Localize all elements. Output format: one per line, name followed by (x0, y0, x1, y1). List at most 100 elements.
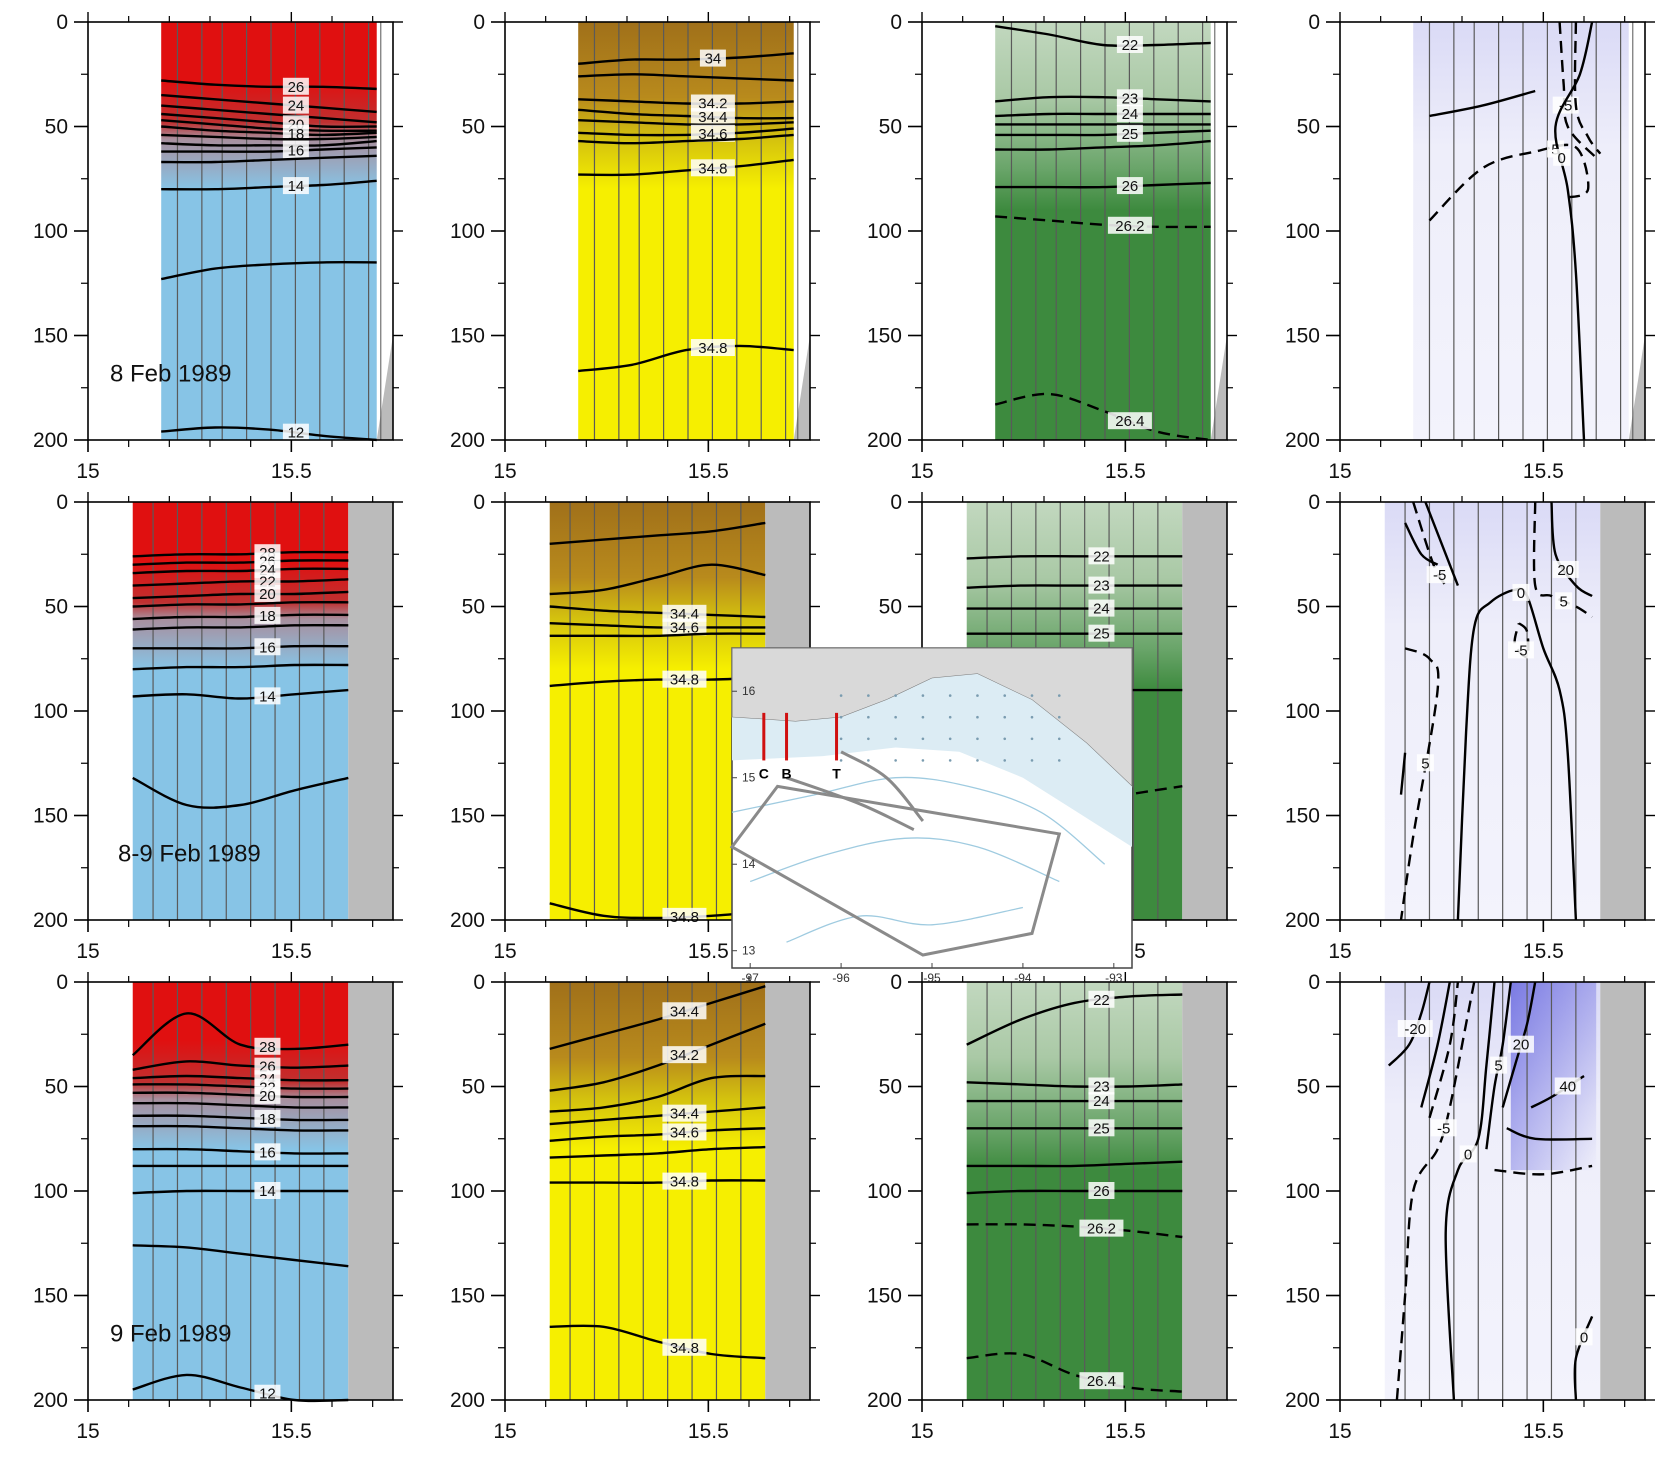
y-tick-label: 150 (450, 1285, 485, 1308)
y-tick-label: 50 (1297, 1076, 1320, 1099)
contour-line (549, 1127, 766, 1142)
contour-label: 34.4 (670, 1003, 699, 1020)
y-tick-label: 50 (1297, 596, 1320, 619)
land-mask (1628, 335, 1645, 440)
x-tick-label: 15.5 (688, 460, 729, 483)
contour-line (1399, 752, 1407, 795)
contour-line (132, 1101, 349, 1109)
inset-station-dot (976, 715, 979, 719)
inset-station-dot (1030, 737, 1034, 741)
y-tick-label: 50 (462, 596, 485, 619)
contour-label: 34.8 (698, 340, 727, 357)
contour-label: 26 (288, 79, 305, 96)
inset-station-dot (839, 694, 843, 697)
contour-line (1428, 143, 1590, 222)
contour-line (1424, 501, 1460, 587)
inset-lon-label: -96 (832, 971, 850, 985)
contour-label-bg (1116, 177, 1143, 195)
y-tick-label: 150 (450, 805, 485, 828)
contour-line (161, 125, 377, 137)
inset-isobath (786, 906, 1024, 943)
contour-line (549, 1022, 766, 1092)
y-tick-label: 200 (450, 1389, 485, 1412)
contour-line (995, 95, 1211, 103)
inset-station-dot (921, 759, 925, 762)
y-tick-label: 0 (890, 11, 902, 34)
x-tick-label: 15.5 (1523, 940, 1564, 963)
contour-line (549, 902, 766, 920)
contour-line (1554, 21, 1594, 441)
contour-label-bg (690, 108, 735, 126)
contour-line (966, 785, 1183, 817)
y-tick-label: 150 (450, 325, 485, 348)
contour-line (132, 776, 349, 809)
contour-label: 12 (259, 1386, 276, 1403)
contour-label: 20 (259, 586, 276, 603)
inset-station-dot (867, 759, 870, 762)
contour-label-bg (662, 1172, 707, 1190)
contour-label-bg (1553, 148, 1571, 166)
x-tick-label: 15 (493, 1420, 516, 1443)
y-tick-label: 100 (450, 1180, 485, 1203)
x-tick-label: 15.5 (1523, 1420, 1564, 1443)
contour-line (132, 613, 349, 621)
contour-label-bg (690, 159, 735, 177)
panel-date-label: 8-9 Feb 1989 (118, 840, 261, 867)
contour-label-bg (690, 339, 735, 357)
inset-station-dot (894, 694, 897, 697)
x-tick-label: 15.5 (1105, 1420, 1146, 1443)
panel-temperature-row2: 28262422201816140501001502001515.58-9 Fe… (33, 491, 403, 963)
velocity-fill (1413, 22, 1629, 440)
contour-label-bg (1088, 599, 1115, 617)
contour-label: 18 (259, 608, 276, 625)
inset-station-dot (1057, 737, 1061, 741)
contour-label: 34.2 (670, 1047, 699, 1064)
contour-label: 0 (1464, 1146, 1472, 1163)
x-tick-label: 15 (910, 460, 933, 483)
contour-label-bg (282, 77, 309, 95)
contour-label: 23 (1122, 90, 1139, 107)
contour-label: 34.6 (670, 1124, 699, 1141)
contour-label: 14 (259, 1183, 276, 1200)
contour-line (1428, 981, 1460, 1119)
y-tick-label: 0 (56, 491, 68, 514)
contour-label-bg (1116, 104, 1143, 122)
contour-line (132, 1060, 349, 1071)
contour-label-bg (1107, 412, 1152, 430)
x-tick-label: 15 (76, 460, 99, 483)
contour-line (578, 73, 794, 82)
y-tick-label: 100 (867, 1180, 902, 1203)
contour-line (578, 119, 794, 126)
contour-label: 24 (1093, 601, 1110, 618)
inset-station-dot (867, 737, 870, 741)
y-tick-label: 50 (45, 1076, 68, 1099)
contour-label-bg (1088, 576, 1115, 594)
contour-label-bg (1088, 1119, 1115, 1137)
contour-label-bg (1088, 624, 1115, 642)
contour-label: 20 (1557, 562, 1574, 579)
y-tick-label: 200 (867, 429, 902, 452)
contour-label-bg (282, 141, 309, 159)
contour-line (132, 600, 349, 608)
density-fill (995, 22, 1211, 440)
contour-label: 5 (1421, 755, 1429, 772)
contour-label-bg (1554, 1077, 1581, 1095)
y-tick-label: 100 (33, 700, 68, 723)
contour-label-bg (1507, 1035, 1534, 1053)
y-tick-label: 50 (879, 116, 902, 139)
contour-line (1494, 1164, 1593, 1176)
y-tick-label: 50 (879, 596, 902, 619)
contour-label-bg (254, 1182, 281, 1199)
contour-line (1513, 622, 1530, 659)
contour-label-bg (1430, 1119, 1457, 1137)
inset-station-dot (1003, 759, 1007, 762)
contour-label-bg (254, 687, 281, 705)
inset-station-dot (921, 715, 925, 719)
contour-line (1429, 89, 1536, 118)
contour-line (132, 559, 349, 566)
inset-station-dot (1003, 737, 1007, 741)
land-mask (1600, 502, 1645, 920)
inset-station-dot (921, 737, 925, 741)
contour-label-bg (662, 618, 707, 636)
